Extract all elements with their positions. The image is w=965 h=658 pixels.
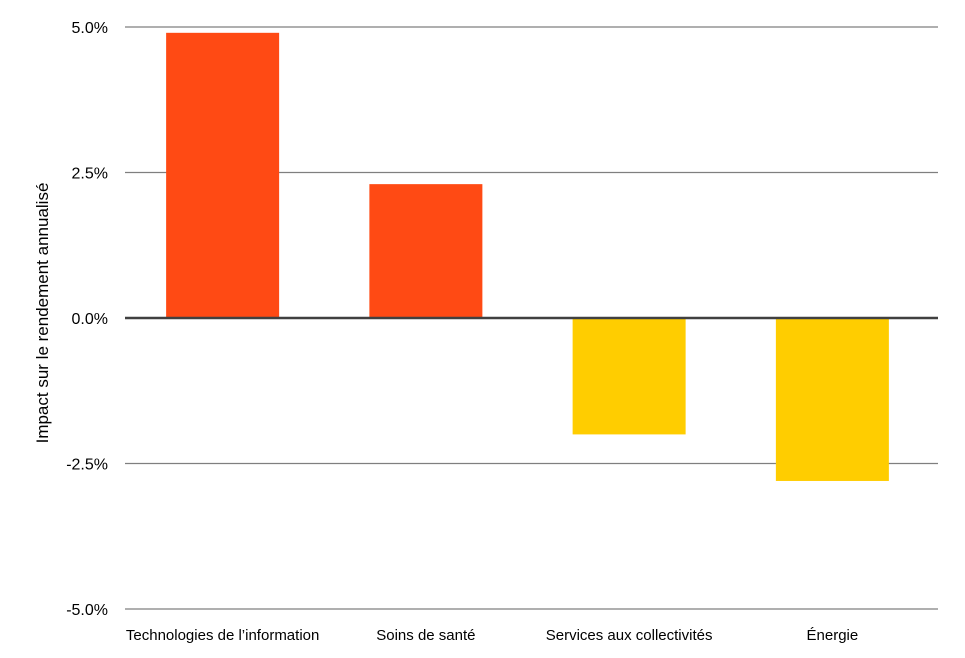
bar xyxy=(166,32,280,318)
bar xyxy=(775,318,889,481)
y-tick-label: 0.0% xyxy=(72,311,108,328)
category-label: Soins de santé xyxy=(376,627,475,644)
y-tick-label: 5.0% xyxy=(72,20,108,37)
y-tick-label: -2.5% xyxy=(66,457,108,474)
y-tick-labels: 5.0% 2.5% 0.0% -2.5% -5.0% xyxy=(66,20,108,619)
category-label: Technologies de l’information xyxy=(126,627,319,644)
category-labels: Technologies de l’information Soins de sa… xyxy=(126,627,858,644)
y-tick-label: -5.0% xyxy=(66,602,108,619)
category-label: Services aux collectivités xyxy=(546,627,713,644)
bar xyxy=(572,318,686,435)
y-axis-title: Impact sur le rendement annualisé xyxy=(33,183,52,444)
bar xyxy=(369,184,483,318)
category-label: Énergie xyxy=(807,627,859,644)
y-tick-label: 2.5% xyxy=(72,166,108,183)
bars xyxy=(166,32,889,481)
